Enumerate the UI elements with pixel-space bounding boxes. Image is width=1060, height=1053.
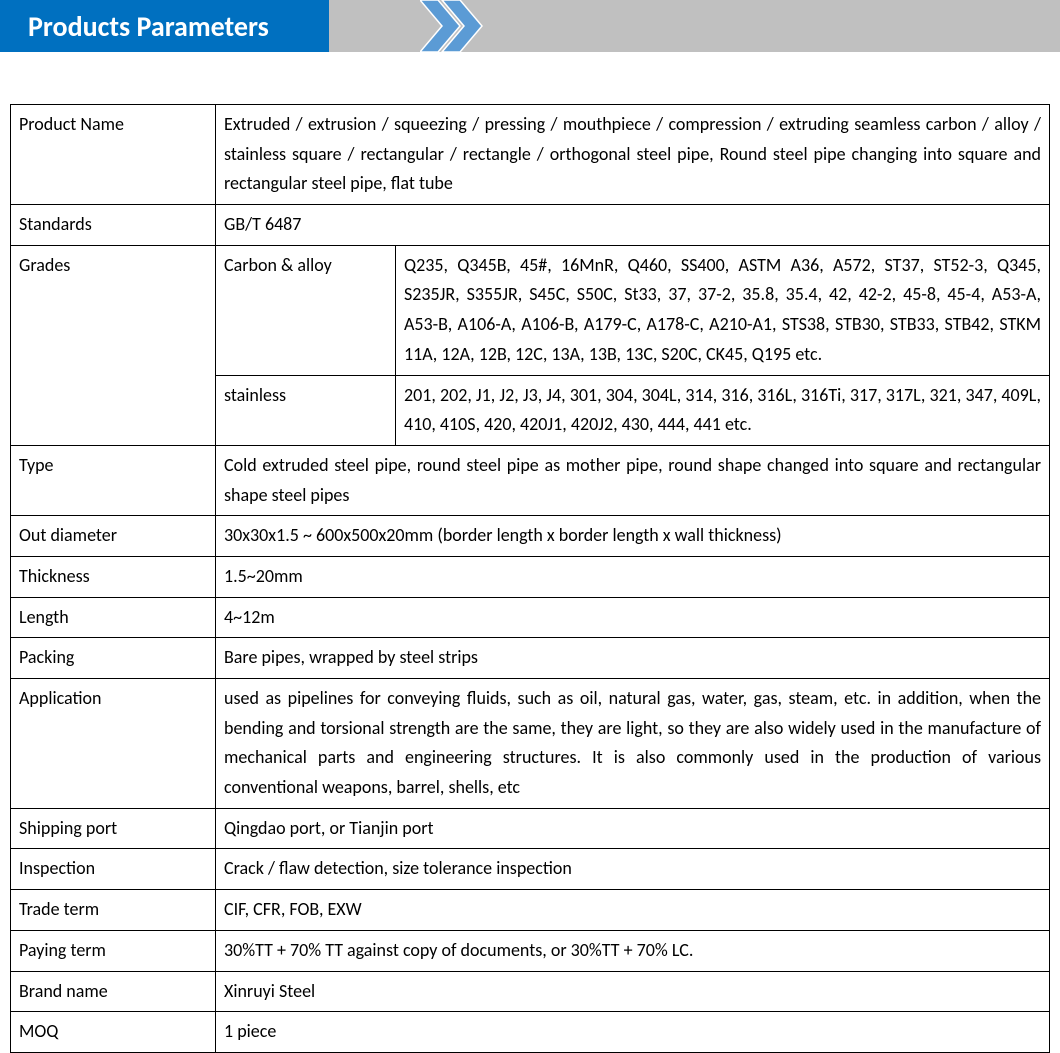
table-row: Packing Bare pipes, wrapped by steel str… (11, 638, 1050, 679)
row-value: 30%TT + 70% TT against copy of documents… (216, 930, 1050, 971)
row-value: Q235, Q345B, 45#, 16MnR, Q460, SS400, AS… (396, 245, 1050, 375)
header-title: Products Parameters (28, 9, 269, 44)
chevron-right-icon (420, 0, 490, 52)
table-row: Inspection Crack / flaw detection, size … (11, 849, 1050, 890)
row-value: Bare pipes, wrapped by steel strips (216, 638, 1050, 679)
row-value: Xinruyi Steel (216, 971, 1050, 1012)
header-title-wrap: Products Parameters (0, 0, 329, 52)
table-row: Brand name Xinruyi Steel (11, 971, 1050, 1012)
row-sublabel: Carbon & alloy (216, 245, 396, 375)
row-label: Paying term (11, 930, 216, 971)
table-row: Product Name Extruded / extrusion / sque… (11, 105, 1050, 205)
row-label: Type (11, 445, 216, 515)
row-label: Trade term (11, 890, 216, 931)
row-value: 4~12m (216, 597, 1050, 638)
row-label: Shipping port (11, 808, 216, 849)
table-row: Grades Carbon & alloy Q235, Q345B, 45#, … (11, 245, 1050, 375)
table-row: MOQ 1 piece (11, 1012, 1050, 1053)
row-value: Extruded / extrusion / squeezing / press… (216, 105, 1050, 205)
table-row: Shipping port Qingdao port, or Tianjin p… (11, 808, 1050, 849)
row-value: GB/T 6487 (216, 205, 1050, 246)
row-value: used as pipelines for conveying fluids, … (216, 679, 1050, 809)
table-row: Paying term 30%TT + 70% TT against copy … (11, 930, 1050, 971)
row-label: Product Name (11, 105, 216, 205)
row-label: Standards (11, 205, 216, 246)
row-label: Length (11, 597, 216, 638)
row-sublabel: stainless (216, 375, 396, 445)
header-bar: Products Parameters (0, 0, 1060, 52)
row-value: CIF, CFR, FOB, EXW (216, 890, 1050, 931)
row-value: 1 piece (216, 1012, 1050, 1053)
row-label: Grades (11, 245, 216, 445)
table-row: Type Cold extruded steel pipe, round ste… (11, 445, 1050, 515)
row-value: 201, 202, J1, J2, J3, J4, 301, 304, 304L… (396, 375, 1050, 445)
row-label: Brand name (11, 971, 216, 1012)
row-value: 1.5~20mm (216, 556, 1050, 597)
parameters-table: Product Name Extruded / extrusion / sque… (10, 104, 1050, 1053)
table-row: Application used as pipelines for convey… (11, 679, 1050, 809)
row-label: Packing (11, 638, 216, 679)
table-row: Trade term CIF, CFR, FOB, EXW (11, 890, 1050, 931)
table-row: Length 4~12m (11, 597, 1050, 638)
row-label: Application (11, 679, 216, 809)
row-value: Qingdao port, or Tianjin port (216, 808, 1050, 849)
chevron-decoration (420, 0, 490, 52)
row-label: Out diameter (11, 516, 216, 557)
table-row: Thickness 1.5~20mm (11, 556, 1050, 597)
table-row: Out diameter 30x30x1.5 ~ 600x500x20mm (b… (11, 516, 1050, 557)
parameters-table-wrap: Product Name Extruded / extrusion / sque… (0, 94, 1060, 1053)
row-value: Cold extruded steel pipe, round steel pi… (216, 445, 1050, 515)
row-label: MOQ (11, 1012, 216, 1053)
row-value: Crack / flaw detection, size tolerance i… (216, 849, 1050, 890)
table-row: Standards GB/T 6487 (11, 205, 1050, 246)
row-label: Inspection (11, 849, 216, 890)
row-value: 30x30x1.5 ~ 600x500x20mm (border length … (216, 516, 1050, 557)
row-label: Thickness (11, 556, 216, 597)
